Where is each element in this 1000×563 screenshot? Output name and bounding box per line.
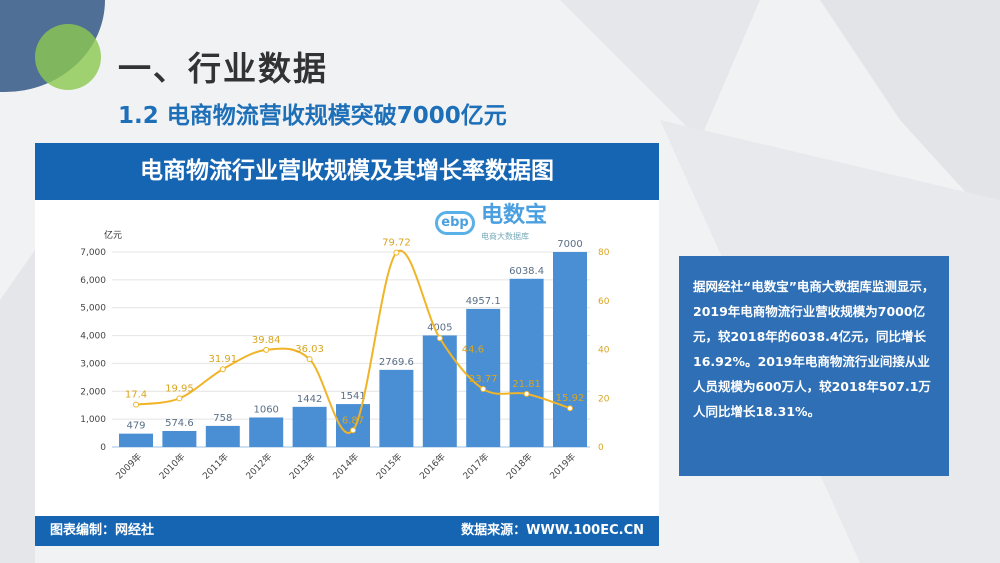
x-tick-label: 2013年 — [287, 451, 318, 482]
chart-panel: 电商物流行业营收规模及其增长率数据图 亿元 0 1,000 2,000 3,000 4,0… — [35, 143, 659, 546]
bar — [249, 417, 284, 447]
footer-source: 数据来源：WWW.100EC.CN — [461, 523, 644, 538]
info-box: 据网经社“电数宝”电商大数据库监测显示，2019年电商物流行业营收规模为7000… — [679, 256, 949, 476]
growth-label: 31.91 — [208, 354, 237, 365]
x-tick-label: 2017年 — [460, 451, 491, 482]
x-tick-label: 2009年 — [113, 451, 144, 482]
growth-point — [393, 249, 400, 256]
bar — [379, 369, 414, 447]
bar-label: 1442 — [297, 394, 322, 405]
x-tick-label: 2014年 — [330, 451, 361, 482]
chart-footer: 图表编制：网经社 数据来源：WWW.100EC.CN — [35, 516, 659, 546]
y-tick-label: 6,000 — [80, 276, 106, 286]
growth-label: 17.4 — [125, 390, 147, 401]
growth-point — [523, 390, 530, 397]
growth-point — [219, 366, 226, 373]
bar-label: 4005 — [427, 322, 452, 333]
bar — [466, 308, 501, 447]
x-tick-label: 2012年 — [243, 451, 274, 482]
y-tick-label: 4,000 — [80, 332, 106, 342]
growth-point — [306, 356, 313, 363]
x-tick-label: 2015年 — [373, 451, 404, 482]
y-tick-label: 2,000 — [80, 387, 106, 397]
growth-label: 23.77 — [469, 374, 498, 385]
growth-point — [350, 427, 356, 434]
bar — [119, 433, 153, 447]
growth-label: 6.87 — [342, 415, 364, 426]
bar — [205, 425, 240, 447]
growth-point — [480, 386, 487, 393]
bar-label: 2769.6 — [379, 357, 414, 368]
growth-label: 44.6 — [462, 344, 484, 355]
bar-label: 7000 — [557, 239, 582, 250]
growth-label: 19.95 — [165, 383, 194, 394]
growth-label: 21.81 — [512, 379, 541, 390]
bar-label: 1541 — [340, 391, 365, 402]
growth-point — [436, 335, 443, 342]
y-tick-label: 5,000 — [80, 304, 106, 314]
y-tick-label: 1,000 — [80, 415, 106, 425]
bar-label: 6038.4 — [509, 266, 544, 277]
bar — [509, 278, 544, 447]
y-tick-label: 7,000 — [80, 248, 106, 258]
growth-label: 36.03 — [295, 344, 324, 355]
y2-tick-label: 80 — [598, 248, 610, 258]
x-tick-label: 2018年 — [504, 451, 535, 482]
y2-tick-label: 60 — [598, 297, 610, 307]
logo-subtext: 电商大数据库 — [481, 232, 529, 241]
footer-editor: 图表编制：网经社 — [50, 523, 155, 538]
y2-tick-label: 40 — [598, 346, 610, 356]
bar-label: 4957.1 — [466, 296, 501, 307]
growth-label: 79.72 — [382, 238, 411, 249]
bar-label: 1060 — [253, 404, 278, 415]
bar-label: 758 — [213, 413, 232, 424]
y-axis-label: 亿元 — [104, 229, 122, 241]
chart: 亿元01,0002,0003,0004,0005,0006,0007,00002… — [80, 229, 610, 482]
bar — [292, 406, 327, 447]
growth-label: 39.84 — [252, 335, 281, 346]
bar — [336, 404, 370, 447]
bar — [553, 252, 587, 447]
bar — [422, 335, 457, 447]
x-tick-label: 2019年 — [547, 451, 578, 482]
logo-text: 电数宝 — [481, 203, 548, 228]
logo: ebp 电数宝 电商大数据库 — [435, 203, 555, 247]
bar-label: 574.6 — [165, 418, 194, 429]
x-tick-label: 2016年 — [417, 451, 448, 482]
growth-point — [133, 401, 139, 408]
growth-point — [176, 395, 183, 402]
decorative-circle-green — [35, 24, 101, 90]
logo-mark: ebp — [435, 211, 475, 235]
bar — [162, 430, 197, 447]
chart-title: 电商物流行业营收规模及其增长率数据图 — [35, 143, 659, 200]
y-tick-label: 0 — [100, 443, 106, 453]
page-subtitle: 1.2 电商物流营收规模突破7000亿元 — [118, 103, 507, 129]
y2-tick-label: 20 — [598, 394, 610, 404]
x-tick-label: 2011年 — [200, 451, 231, 482]
bar-label: 479 — [126, 421, 145, 432]
growth-point — [567, 405, 573, 412]
page-title: 一、行业数据 — [118, 49, 328, 88]
growth-point — [263, 346, 270, 353]
x-tick-label: 2010年 — [156, 451, 187, 482]
y2-tick-label: 0 — [598, 443, 604, 453]
growth-label: 15.92 — [556, 393, 585, 404]
y-tick-label: 3,000 — [80, 359, 106, 369]
